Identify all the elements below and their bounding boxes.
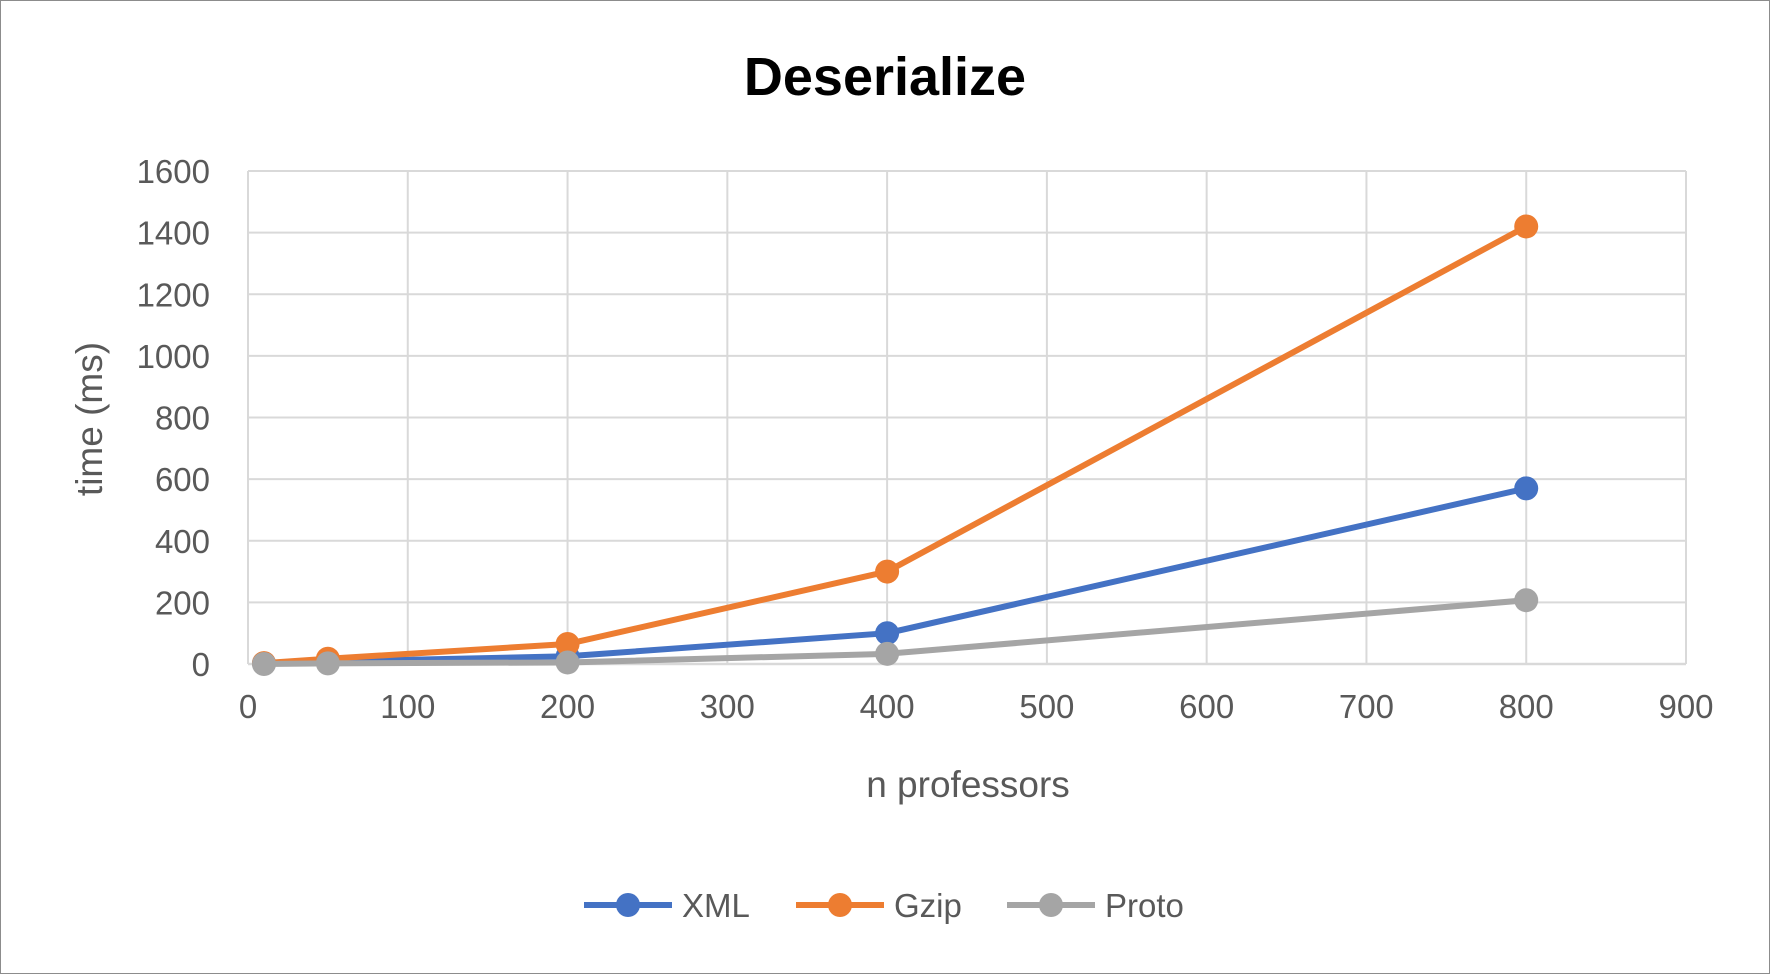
x-tick-label: 100 bbox=[380, 688, 435, 725]
x-axis-title: n professors bbox=[866, 764, 1070, 805]
y-tick-label: 1600 bbox=[137, 153, 210, 190]
y-tick-label: 600 bbox=[155, 461, 210, 498]
legend-label-gzip: Gzip bbox=[894, 887, 962, 924]
gridlines bbox=[247, 170, 1687, 664]
y-axis-tick-labels: 0 200 400 600 800 1000 1200 1400 1600 bbox=[137, 153, 210, 683]
legend-marker-proto bbox=[1039, 893, 1063, 917]
data-point-xml bbox=[875, 621, 900, 646]
data-point-proto bbox=[555, 650, 580, 675]
legend-item-xml: XML bbox=[584, 887, 750, 924]
y-axis-title: time (ms) bbox=[69, 342, 110, 496]
chart-title: Deserialize bbox=[744, 47, 1026, 107]
data-point-proto bbox=[1514, 588, 1539, 613]
series-proto bbox=[251, 588, 1539, 676]
y-tick-label: 0 bbox=[192, 646, 210, 683]
x-tick-label: 200 bbox=[540, 688, 595, 725]
y-tick-label: 1200 bbox=[137, 276, 210, 313]
series-gzip bbox=[251, 214, 1539, 676]
data-point-gzip bbox=[555, 631, 580, 656]
legend-item-gzip: Gzip bbox=[796, 887, 962, 924]
legend-label-proto: Proto bbox=[1105, 887, 1184, 924]
x-tick-label: 700 bbox=[1339, 688, 1394, 725]
data-point-proto bbox=[251, 652, 276, 676]
y-tick-label: 1400 bbox=[137, 215, 210, 252]
x-tick-label: 600 bbox=[1179, 688, 1234, 725]
legend-marker-xml bbox=[616, 893, 640, 917]
x-tick-label: 500 bbox=[1019, 688, 1074, 725]
x-tick-label: 400 bbox=[860, 688, 915, 725]
x-tick-label: 800 bbox=[1499, 688, 1554, 725]
y-tick-label: 1000 bbox=[137, 338, 210, 375]
x-tick-label: 300 bbox=[700, 688, 755, 725]
legend-item-proto: Proto bbox=[1007, 887, 1184, 924]
legend: XML Gzip Proto bbox=[584, 887, 1184, 924]
x-axis-tick-labels: 0 100 200 300 400 500 600 700 800 900 bbox=[239, 688, 1714, 725]
x-tick-label: 900 bbox=[1658, 688, 1713, 725]
data-point-proto bbox=[875, 641, 900, 666]
y-tick-label: 200 bbox=[155, 584, 210, 621]
data-point-gzip bbox=[1514, 214, 1539, 239]
y-tick-label: 800 bbox=[155, 400, 210, 437]
data-series bbox=[251, 214, 1539, 676]
data-point-gzip bbox=[875, 559, 900, 584]
y-tick-label: 400 bbox=[155, 523, 210, 560]
data-point-proto bbox=[315, 651, 340, 676]
x-tick-label: 0 bbox=[239, 688, 257, 725]
series-line-gzip bbox=[260, 223, 1530, 667]
legend-label-xml: XML bbox=[682, 887, 750, 924]
legend-marker-gzip bbox=[828, 893, 852, 917]
data-point-xml bbox=[1514, 476, 1539, 501]
